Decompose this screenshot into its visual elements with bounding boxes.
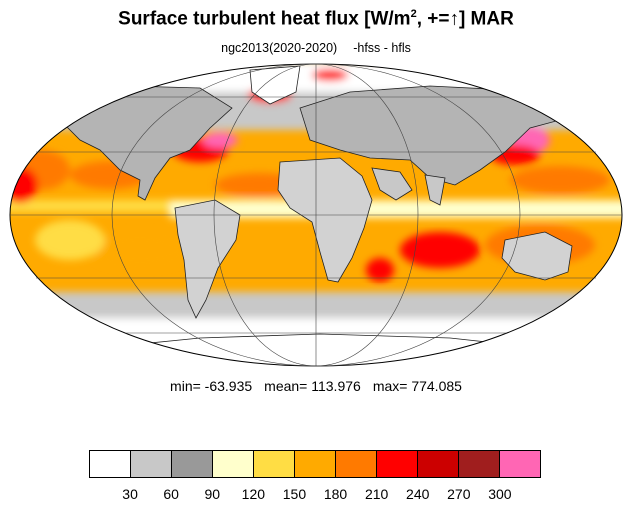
- colorbar-tick-label: 90: [204, 486, 221, 502]
- colorbar-tick-label: 30: [122, 486, 138, 502]
- colorbar-tick-label: 240: [406, 486, 430, 502]
- colorbar-tick-label: 120: [241, 486, 266, 502]
- map-subtitle: ngc2013(2020-2020) -hfss - hfls: [0, 41, 632, 55]
- colorbar-tick-label: 270: [447, 486, 471, 502]
- colorbar-swatch: [172, 451, 213, 477]
- colorbar-tick-label: 180: [323, 486, 348, 502]
- colorbar-swatch: [131, 451, 172, 477]
- colorbar-swatch: [377, 451, 418, 477]
- min-value: min= -63.935: [170, 378, 253, 394]
- colorbar-swatch: [90, 451, 131, 477]
- colorbar-swatch: [418, 451, 459, 477]
- colorbar-swatch: [295, 451, 336, 477]
- map-title: Surface turbulent heat flux [W/m2, +=↑] …: [118, 8, 514, 30]
- mean-value: mean= 113.976: [264, 378, 361, 394]
- variable-label: -hfss - hfls: [353, 41, 411, 55]
- max-value: max= 774.085: [372, 378, 462, 394]
- colorbar-tick-label: 60: [163, 486, 179, 502]
- experiment-label: ngc2013(2020-2020): [221, 41, 338, 55]
- colorbar-tick-label: 210: [364, 486, 389, 502]
- colorbar-swatch: [500, 451, 540, 477]
- colorbar-swatch: [336, 451, 377, 477]
- colorbar-swatch: [459, 451, 500, 477]
- colorbar-tick-label: 300: [488, 486, 512, 502]
- colorbar-swatch: [213, 451, 254, 477]
- colorbar-tick-label: 150: [282, 486, 307, 502]
- graticule: [9, 63, 623, 367]
- colorbar-swatch: [254, 451, 295, 477]
- continents: [59, 65, 573, 366]
- colorbar-labels: 30 60 90 120 150 180 210 240 270 300: [89, 486, 541, 504]
- colorbar: [89, 450, 541, 478]
- statistics-line: min= -63.935 mean= 113.976 max= 774.085: [0, 378, 632, 394]
